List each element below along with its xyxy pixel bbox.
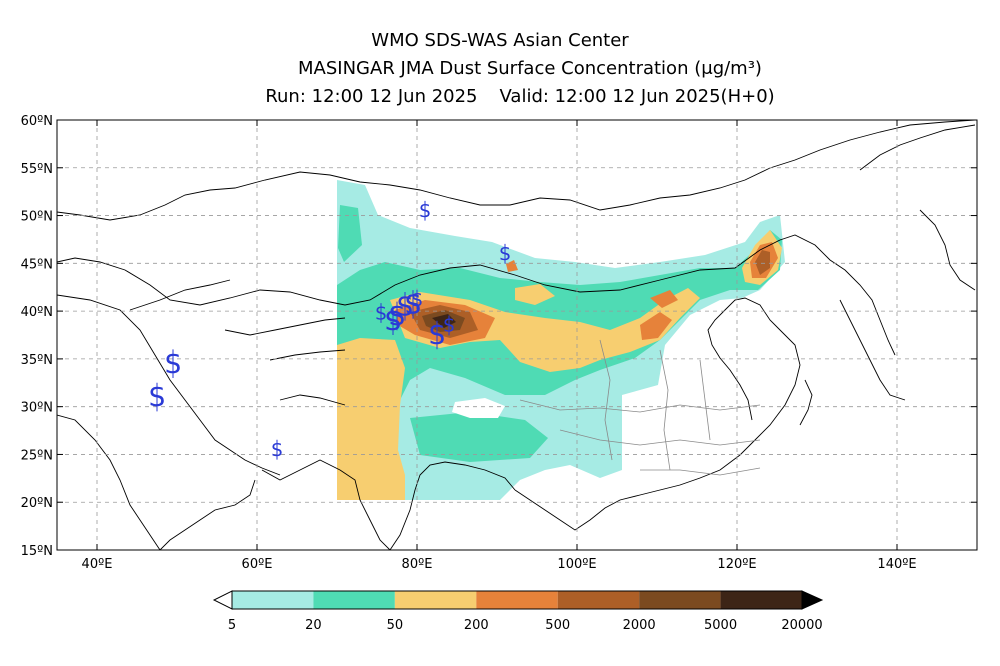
- plot-frame: [56, 119, 978, 551]
- gridlines: [57, 120, 977, 550]
- colorbar-swatch: [476, 591, 558, 609]
- dust-field: [337, 180, 785, 500]
- y-tick-label: 20ºN: [21, 496, 53, 511]
- run-time-label: Run: 12:00 12 Jun 2025: [265, 86, 478, 107]
- colorbar-swatch: [313, 591, 395, 609]
- title-line-2: MASINGAR JMA Dust Surface Concentration …: [0, 58, 1000, 79]
- colorbar-over-arrow: [801, 590, 824, 610]
- x-tick-label: 80ºE: [402, 557, 433, 572]
- dust-level-50: [515, 284, 555, 305]
- province-borders: [519, 339, 761, 476]
- colorbar-under-arrow: [212, 590, 233, 610]
- colorbar-level-label: 500: [545, 618, 570, 633]
- y-tick-label: 50ºN: [21, 210, 53, 225]
- colorbar-swatch: [720, 591, 802, 609]
- y-tick-label: 55ºN: [21, 162, 53, 177]
- dust-level-20: [410, 412, 548, 462]
- y-tick-label: 60ºN: [21, 114, 53, 129]
- colorbar-level-label: 5: [228, 618, 236, 633]
- dust-level-5000: [432, 314, 456, 328]
- dust-level-50: [337, 338, 405, 500]
- y-tick-label: 25ºN: [21, 448, 53, 463]
- title-line-1: WMO SDS-WAS Asian Center: [371, 30, 629, 51]
- colorbar-level-label: 20000: [781, 618, 822, 633]
- y-tick-label: 35ºN: [21, 353, 53, 368]
- colorbar-level-label: 20: [305, 618, 322, 633]
- colorbar-frame: [231, 590, 803, 610]
- axis-ticks: 40ºE 60ºE 80ºE 100ºE 120ºE 140ºE 60ºN 55ºN 50ºN 4…: [21, 114, 977, 572]
- clear-patch: [452, 398, 505, 418]
- dust-level-500: [755, 250, 770, 275]
- y-tick-label: 30ºN: [21, 401, 53, 416]
- y-tick-label: 15ºN: [21, 544, 53, 559]
- y-tick-label: 45ºN: [21, 257, 53, 272]
- colorbar: 5 20 50 200 500 2000 5000 20000: [212, 590, 824, 633]
- colorbar-level-label: 50: [387, 618, 404, 633]
- colorbar-level-label: 2000: [623, 618, 656, 633]
- dust-level-200: [650, 290, 678, 308]
- title-variable: MASINGAR JMA Dust Surface Concentration: [298, 58, 689, 79]
- colorbar-swatch: [639, 591, 721, 609]
- colorbar-swatch: [232, 591, 314, 609]
- x-tick-label: 120ºE: [717, 557, 756, 572]
- colorbar-level-label: 5000: [704, 618, 737, 633]
- valid-time-label: Valid: 12:00 12 Jun 2025(H+0): [499, 86, 775, 107]
- x-tick-label: 140ºE: [877, 557, 916, 572]
- x-tick-label: 100ºE: [557, 557, 596, 572]
- colorbar-level-label: 200: [464, 618, 489, 633]
- x-tick-label: 60ºE: [242, 557, 273, 572]
- x-tick-label: 40ºE: [82, 557, 113, 572]
- colorbar-swatch: [557, 591, 640, 609]
- y-tick-label: 40ºN: [21, 305, 53, 320]
- dust-level-200: [640, 312, 672, 340]
- title-line-3: Run: 12:00 12 Jun 2025 Valid: 12:00 12 Ju…: [0, 86, 1000, 107]
- country-borders: [57, 120, 976, 550]
- dust-level-20: [338, 205, 362, 262]
- colorbar-swatch: [394, 591, 477, 609]
- title-unit: (μg/m³): [694, 58, 762, 79]
